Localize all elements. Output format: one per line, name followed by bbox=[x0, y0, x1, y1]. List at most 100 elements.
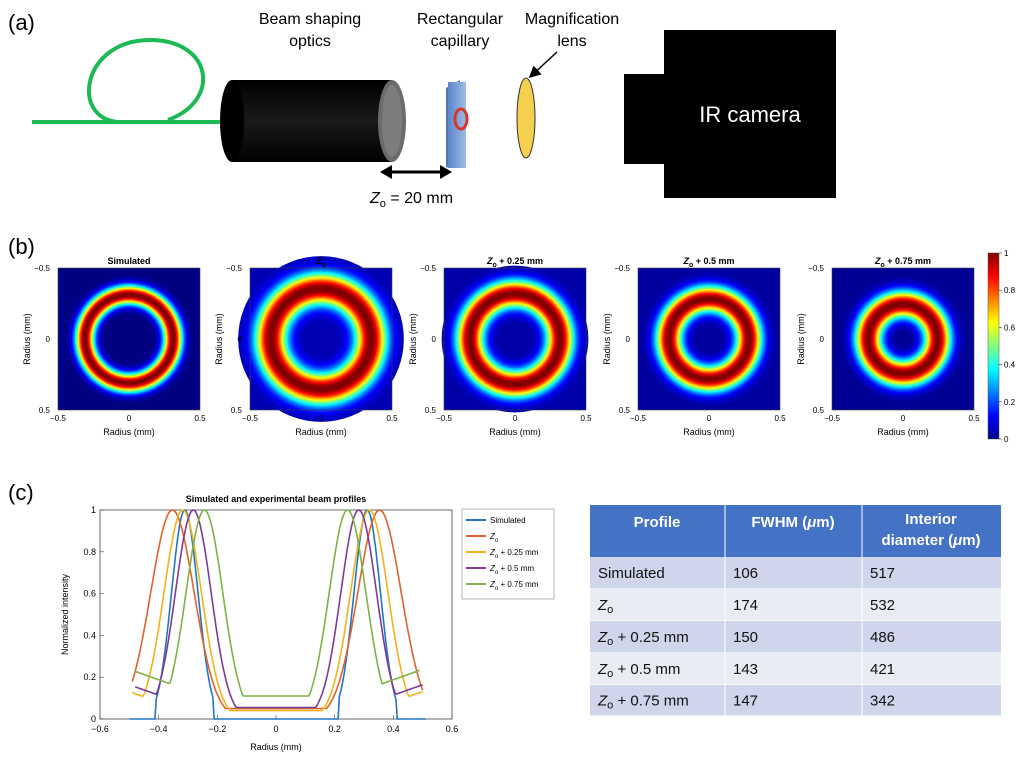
colorbar-tick: 0.6 bbox=[1004, 323, 1016, 332]
legend-entry-4: Zo + 0.75 mm bbox=[489, 580, 539, 592]
table-row: Zo 174 532 bbox=[590, 589, 1001, 622]
panel-label-b: (b) bbox=[8, 234, 35, 259]
y-tick-label: 0.4 bbox=[83, 630, 96, 640]
y-tick-label: 0 bbox=[91, 714, 96, 724]
heatmap-x-tick: 0.5 bbox=[774, 414, 786, 423]
heatmap-2: Zo + 0.25 mm −0.5 −0.5 0 0 0.5 0.5 Radius (mm) R… bbox=[408, 256, 592, 437]
colorbar-tick: 0.2 bbox=[1004, 398, 1016, 407]
heatmap-x-tick: 0 bbox=[319, 414, 324, 423]
lens-label-line1: Magnification bbox=[525, 11, 619, 28]
heatmap-ylabel: Radius (mm) bbox=[796, 313, 806, 365]
lens-label-line2: lens bbox=[557, 33, 586, 50]
x-tick-label: 0.6 bbox=[446, 724, 459, 734]
heatmap-title: Zo bbox=[315, 256, 326, 269]
y-axis-label: Normalized intensity bbox=[60, 573, 70, 655]
legend-entry-1: Zo bbox=[489, 532, 499, 544]
heatmap-y-tick: 0 bbox=[238, 335, 243, 344]
heatmap-xlabel: Radius (mm) bbox=[295, 427, 347, 437]
legend-entry-3: Zo + 0.5 mm bbox=[489, 564, 534, 576]
heatmap-y-tick: 0.5 bbox=[231, 406, 243, 415]
heatmap-group: Simulated −0.5 −0.5 0 0 0.5 0.5 Radius (mm) Radi… bbox=[22, 256, 980, 437]
profile-panel: (c) Simulated and experimental beam prof… bbox=[8, 480, 1001, 752]
y-tick-label: 0.6 bbox=[83, 589, 96, 599]
rectangular-capillary bbox=[446, 80, 469, 168]
heatmap-x-tick: −0.5 bbox=[824, 414, 840, 423]
panel-label-c: (c) bbox=[8, 480, 34, 505]
heatmap-title: Zo + 0.75 mm bbox=[874, 256, 931, 269]
heatmap-x-tick: 0 bbox=[513, 414, 518, 423]
heatmap-y-tick: −0.5 bbox=[420, 264, 436, 273]
x-tick-label: 0.2 bbox=[328, 724, 341, 734]
cell-diameter: 517 bbox=[870, 565, 895, 582]
heatmap-title: Simulated bbox=[107, 256, 150, 266]
heatmap-y-tick: 0 bbox=[46, 335, 51, 344]
cell-profile: Zo + 0.5 mm bbox=[597, 661, 680, 680]
header-fwhm: FWHM (μm) bbox=[751, 514, 834, 531]
chart-title: Simulated and experimental beam profiles bbox=[186, 494, 367, 504]
magnification-lens bbox=[516, 51, 558, 159]
heatmap-y-tick: 0.5 bbox=[425, 406, 437, 415]
cell-fwhm: 143 bbox=[733, 661, 758, 678]
heatmap-y-tick: 0.5 bbox=[619, 406, 631, 415]
heatmap-y-tick: −0.5 bbox=[614, 264, 630, 273]
cell-profile: Zo + 0.75 mm bbox=[597, 693, 689, 712]
panel-label-a: (a) bbox=[8, 10, 35, 35]
schematic-panel: (a) Beam shaping optics Rectangular capi… bbox=[8, 10, 836, 210]
beam-profile-chart: Simulated and experimental beam profiles… bbox=[60, 494, 458, 752]
heatmap-xlabel: Radius (mm) bbox=[683, 427, 735, 437]
table-row: Simulated 106 517 bbox=[590, 557, 1001, 590]
beam-shaping-optics bbox=[220, 80, 406, 162]
table-header bbox=[590, 505, 1001, 557]
heatmap-4: Zo + 0.75 mm −0.5 −0.5 0 0 0.5 0.5 Radius (mm) R… bbox=[796, 256, 980, 437]
series-line-0 bbox=[129, 508, 426, 720]
table-row: Zo + 0.75 mm 147 342 bbox=[590, 685, 1001, 717]
table-row: Zo + 0.25 mm 150 486 bbox=[590, 621, 1001, 654]
colorbar-tick: 0.8 bbox=[1004, 286, 1016, 295]
heatmap-ylabel: Radius (mm) bbox=[214, 313, 224, 365]
heatmap-ylabel: Radius (mm) bbox=[408, 313, 418, 365]
heatmap-3: Zo + 0.5 mm −0.5 −0.5 0 0 0.5 0.5 Radius (mm) Ra… bbox=[602, 256, 786, 437]
chart-legend: Simulated Zo Zo + 0.25 mm Zo + 0.5 mm Zo + 0… bbox=[461, 508, 555, 600]
heatmap-x-tick: 0.5 bbox=[386, 414, 398, 423]
header-diameter: diameter (μm) bbox=[881, 532, 980, 549]
camera-label: IR camera bbox=[699, 102, 801, 127]
x-tick-label: −0.6 bbox=[91, 724, 109, 734]
colorbar-tick: 0.4 bbox=[1004, 361, 1016, 370]
heatmap-0: Simulated −0.5 −0.5 0 0 0.5 0.5 Radius (mm) Radi… bbox=[22, 256, 206, 437]
beam-shaping-label-line2: optics bbox=[289, 33, 331, 50]
colorbar-tick: 1 bbox=[1004, 249, 1009, 258]
y-tick-label: 0.8 bbox=[83, 547, 96, 557]
distance-label: Zo = 20 mm bbox=[369, 190, 453, 210]
capillary-label-line2: capillary bbox=[431, 33, 490, 50]
heatmap-y-tick: −0.5 bbox=[34, 264, 50, 273]
header-profile: Profile bbox=[634, 514, 681, 531]
heatmap-x-tick: 0.5 bbox=[580, 414, 592, 423]
cell-diameter: 486 bbox=[870, 629, 895, 646]
heatmap-xlabel: Radius (mm) bbox=[877, 427, 929, 437]
colorbar: 1 0.8 0.6 0.4 0.2 0 bbox=[987, 249, 1016, 444]
heatmap-title: Zo + 0.25 mm bbox=[486, 256, 543, 269]
heatmap-panel: (b) Simulated −0.5 −0.5 0 0 0.5 0.5 Radius (mm)… bbox=[8, 234, 1016, 444]
cell-profile: Simulated bbox=[598, 565, 665, 582]
heatmap-x-tick: −0.5 bbox=[242, 414, 258, 423]
x-tick-label: −0.4 bbox=[150, 724, 168, 734]
heatmap-x-tick: −0.5 bbox=[50, 414, 66, 423]
distance-arrow bbox=[380, 165, 452, 179]
cell-fwhm: 150 bbox=[733, 629, 758, 646]
heatmap-title: Zo + 0.5 mm bbox=[682, 256, 734, 269]
cell-profile: Zo bbox=[597, 597, 613, 616]
table-row: Zo + 0.5 mm 143 421 bbox=[590, 653, 1001, 686]
heatmap-y-tick: −0.5 bbox=[226, 264, 242, 273]
beam-shaping-label-line1: Beam shaping bbox=[259, 11, 361, 28]
series-line-3 bbox=[134, 509, 423, 709]
heatmap-1: Zo −0.5 −0.5 0 0 0.5 0.5 Radius (mm) Radius (mm) bbox=[214, 256, 404, 437]
heatmap-y-tick: 0 bbox=[432, 335, 437, 344]
heatmap-y-tick: 0 bbox=[820, 335, 825, 344]
cell-fwhm: 147 bbox=[733, 693, 758, 710]
heatmap-xlabel: Radius (mm) bbox=[103, 427, 155, 437]
cell-diameter: 532 bbox=[870, 597, 895, 614]
heatmap-y-tick: 0.5 bbox=[813, 406, 825, 415]
optical-fiber bbox=[32, 37, 232, 124]
series-line-4 bbox=[134, 509, 420, 697]
